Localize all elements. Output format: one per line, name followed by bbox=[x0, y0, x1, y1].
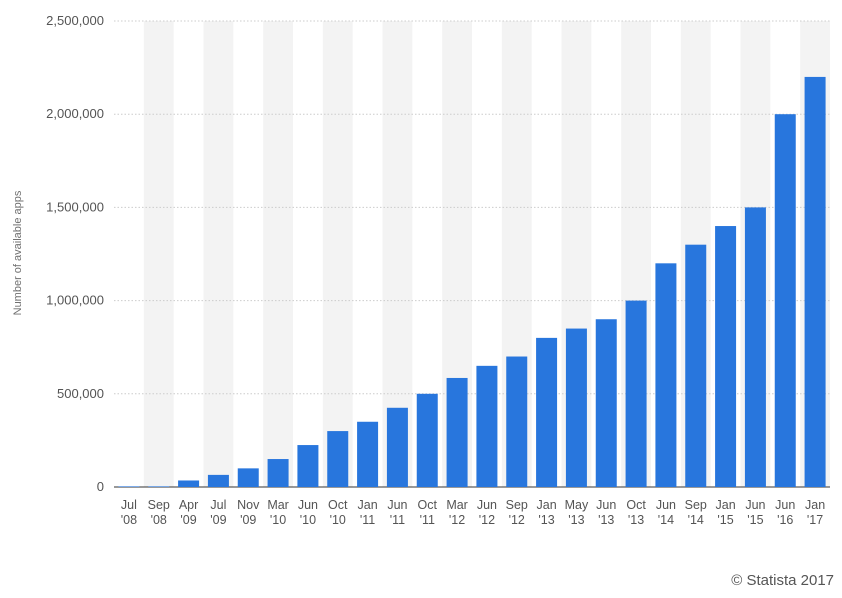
y-tick-label: 2,500,000 bbox=[46, 13, 104, 28]
bar bbox=[207, 474, 229, 487]
y-axis-title: Number of available apps bbox=[12, 190, 24, 315]
bar bbox=[178, 480, 200, 487]
x-tick-label: Jun '11 bbox=[387, 498, 407, 527]
x-tick-label: May '13 bbox=[565, 498, 589, 527]
x-axis-ticks: Jul '08 Sep '08 Apr '09 Jul '09 Nov '09 Mar '10 Jun '… bbox=[121, 498, 825, 527]
bar bbox=[476, 365, 498, 487]
x-tick-label: Oct '10 bbox=[328, 498, 348, 527]
x-tick-label: Mar '10 bbox=[267, 498, 289, 527]
y-tick-label: 1,000,000 bbox=[46, 293, 104, 308]
bar bbox=[297, 445, 319, 487]
x-tick-label: Jun '16 bbox=[775, 498, 795, 527]
bar bbox=[386, 407, 408, 487]
bar bbox=[595, 319, 617, 487]
x-tick-label: Apr '09 bbox=[179, 498, 198, 527]
y-tick-label: 0 bbox=[97, 479, 104, 494]
y-tick-label: 1,500,000 bbox=[46, 199, 104, 214]
x-tick-label: Jan '15 bbox=[716, 498, 736, 527]
background-band bbox=[322, 21, 353, 487]
bar bbox=[416, 393, 438, 487]
x-tick-label: Oct '11 bbox=[418, 498, 438, 527]
gridlines bbox=[114, 20, 830, 488]
bar bbox=[237, 468, 259, 487]
x-tick-label: Jun '12 bbox=[477, 498, 497, 527]
x-tick-label: Oct '13 bbox=[626, 498, 646, 527]
bar bbox=[804, 76, 826, 488]
bar bbox=[357, 421, 379, 487]
x-tick-label: Jun '10 bbox=[298, 498, 318, 527]
bar bbox=[715, 226, 737, 488]
x-tick-label: Sep '12 bbox=[506, 498, 528, 527]
bar bbox=[148, 486, 170, 487]
bar bbox=[685, 244, 707, 487]
x-tick-label: Mar '12 bbox=[446, 498, 468, 527]
x-tick-label: Jan '13 bbox=[537, 498, 557, 527]
x-tick-label: Jun '14 bbox=[656, 498, 676, 527]
bar bbox=[536, 337, 558, 487]
bar bbox=[506, 356, 528, 487]
background-band bbox=[263, 21, 293, 487]
bar bbox=[774, 114, 796, 487]
x-tick-label: Sep '14 bbox=[685, 498, 707, 527]
bar bbox=[625, 300, 647, 487]
y-tick-label: 500,000 bbox=[57, 386, 104, 401]
x-tick-label: Nov '09 bbox=[237, 498, 260, 527]
x-tick-label: Jul '09 bbox=[210, 498, 226, 527]
x-tick-label: Jun '13 bbox=[596, 498, 616, 527]
x-tick-label: Jul '08 bbox=[121, 498, 137, 527]
bar bbox=[655, 263, 677, 487]
background-band bbox=[143, 21, 174, 487]
bar bbox=[118, 486, 140, 487]
source-credit: © Statista 2017 bbox=[731, 572, 834, 589]
bar bbox=[565, 328, 587, 487]
bar bbox=[267, 459, 289, 487]
bar bbox=[744, 207, 766, 487]
x-tick-label: Jun '15 bbox=[745, 498, 765, 527]
bar bbox=[327, 431, 349, 487]
y-axis-ticks: 0 500,000 1,000,000 1,500,000 2,000,000 2,500… bbox=[46, 13, 104, 494]
x-tick-label: Sep '08 bbox=[148, 498, 170, 527]
y-tick-label: 2,000,000 bbox=[46, 106, 104, 121]
x-tick-label: Jan '11 bbox=[358, 498, 378, 527]
x-tick-label: Jan '17 bbox=[805, 498, 825, 527]
background-band bbox=[203, 21, 234, 487]
bars bbox=[118, 76, 826, 488]
bar bbox=[446, 377, 468, 487]
